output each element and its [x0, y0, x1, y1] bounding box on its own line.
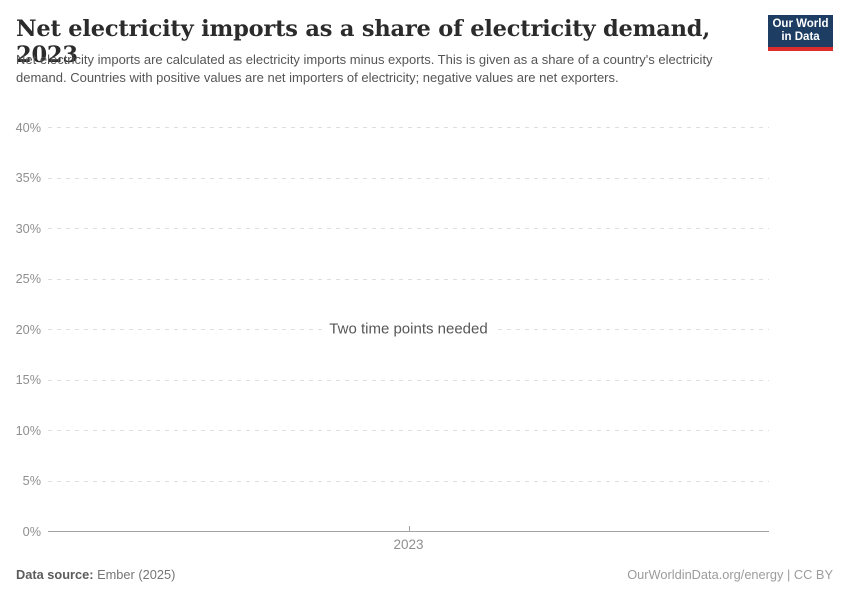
- data-source-value: Ember (2025): [97, 567, 176, 582]
- y-axis-tick-label: 35%: [15, 171, 41, 185]
- y-axis-tick-label: 20%: [15, 322, 41, 337]
- footer-link[interactable]: OurWorldinData.org/energy | CC BY: [627, 567, 833, 582]
- chart-subtitle: Net electricity imports are calculated a…: [16, 52, 713, 85]
- y-axis-tick-label: 0%: [22, 524, 41, 539]
- page-title: Net electricity imports as a share of el…: [16, 16, 710, 68]
- empty-state-message: Two time points needed: [324, 319, 493, 339]
- y-axis-tick-label: 30%: [15, 221, 41, 236]
- x-axis-tick-mark: [408, 526, 410, 531]
- plot-area: Two time points needed 0% 5% 10% 15% 20% 25% 3…: [16, 121, 769, 552]
- gridline-25: 25%: [16, 272, 769, 286]
- gridline-30: 30%: [16, 222, 769, 236]
- chart-footer: Data source: Ember (2025) OurWorldinData…: [16, 567, 833, 582]
- gridline-10: 10%: [16, 424, 769, 438]
- gridline-0: 0%: [23, 525, 769, 539]
- gridline-40: 40%: [16, 121, 769, 135]
- data-source-label: Data source:: [16, 567, 94, 582]
- data-source: Data source: Ember (2025): [16, 567, 175, 582]
- owid-logo[interactable]: Our World in Data: [768, 15, 833, 51]
- owid-logo-line1: Our World: [772, 18, 829, 30]
- x-axis-tick-label: 2023: [393, 537, 424, 552]
- y-axis-tick-label: 15%: [15, 373, 41, 387]
- gridline-15: 15%: [16, 373, 769, 387]
- y-axis-tick-label: 10%: [15, 423, 41, 438]
- y-axis-tick-label: 25%: [15, 272, 41, 286]
- owid-logo-line2: in Data: [781, 31, 820, 43]
- y-axis-tick-label: 5%: [22, 474, 41, 488]
- gridline-5: 5%: [23, 474, 769, 488]
- y-axis-tick-label: 40%: [15, 120, 41, 135]
- gridline-35: 35%: [16, 171, 769, 185]
